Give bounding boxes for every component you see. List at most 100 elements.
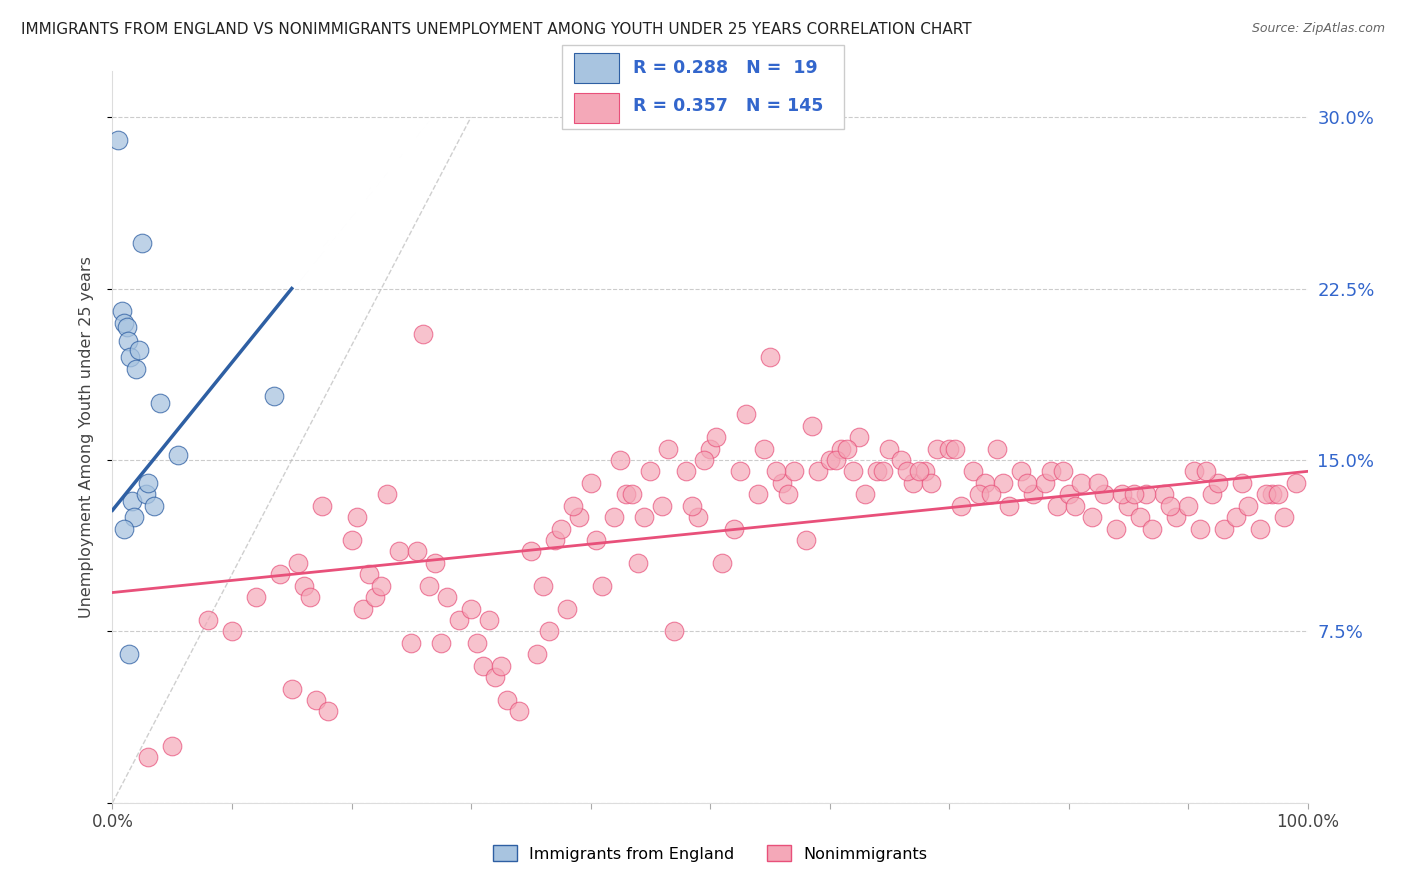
Nonimmigrants xyxy=(585,533,607,547)
Nonimmigrants xyxy=(800,418,823,433)
Nonimmigrants xyxy=(627,556,650,570)
Nonimmigrants xyxy=(837,442,859,456)
Nonimmigrants xyxy=(449,613,471,627)
Nonimmigrants xyxy=(550,521,572,535)
Nonimmigrants xyxy=(531,579,554,593)
Nonimmigrants xyxy=(465,636,488,650)
Nonimmigrants xyxy=(603,510,626,524)
Nonimmigrants xyxy=(568,510,591,524)
Nonimmigrants xyxy=(1111,487,1133,501)
Nonimmigrants xyxy=(269,567,291,582)
Immigrants from England xyxy=(263,389,285,403)
Nonimmigrants xyxy=(752,442,775,456)
Immigrants from England xyxy=(114,521,135,535)
Nonimmigrants xyxy=(794,533,817,547)
Nonimmigrants xyxy=(675,464,697,478)
Nonimmigrants xyxy=(1249,521,1271,535)
Y-axis label: Unemployment Among Youth under 25 years: Unemployment Among Youth under 25 years xyxy=(79,256,94,618)
Nonimmigrants xyxy=(197,613,219,627)
Nonimmigrants xyxy=(555,601,578,615)
Nonimmigrants xyxy=(340,533,363,547)
Nonimmigrants xyxy=(1153,487,1175,501)
Nonimmigrants xyxy=(657,442,679,456)
Nonimmigrants xyxy=(747,487,769,501)
Immigrants from England xyxy=(115,320,138,334)
Nonimmigrants xyxy=(489,658,512,673)
Immigrants from England xyxy=(131,235,153,250)
Nonimmigrants xyxy=(1135,487,1157,501)
Nonimmigrants xyxy=(986,442,1008,456)
Nonimmigrants xyxy=(824,453,846,467)
Nonimmigrants xyxy=(616,487,638,501)
Nonimmigrants xyxy=(401,636,423,650)
Nonimmigrants xyxy=(1094,487,1116,501)
Nonimmigrants xyxy=(1105,521,1128,535)
Nonimmigrants xyxy=(890,453,912,467)
Nonimmigrants xyxy=(1213,521,1236,535)
Nonimmigrants xyxy=(1267,487,1289,501)
Nonimmigrants xyxy=(1166,510,1188,524)
Nonimmigrants xyxy=(1087,475,1109,490)
Nonimmigrants xyxy=(664,624,686,639)
Immigrants from England xyxy=(121,494,143,508)
Nonimmigrants xyxy=(346,510,368,524)
Nonimmigrants xyxy=(162,739,183,753)
Nonimmigrants xyxy=(818,453,841,467)
Nonimmigrants xyxy=(681,499,703,513)
Immigrants from England xyxy=(122,510,145,524)
Nonimmigrants xyxy=(245,590,267,604)
Nonimmigrants xyxy=(418,579,440,593)
Nonimmigrants xyxy=(770,475,793,490)
Immigrants from England xyxy=(125,361,148,376)
Nonimmigrants xyxy=(728,464,751,478)
Nonimmigrants xyxy=(1063,499,1085,513)
Nonimmigrants xyxy=(1033,475,1056,490)
Nonimmigrants xyxy=(711,556,734,570)
Text: IMMIGRANTS FROM ENGLAND VS NONIMMIGRANTS UNEMPLOYMENT AMONG YOUTH UNDER 25 YEARS: IMMIGRANTS FROM ENGLAND VS NONIMMIGRANTS… xyxy=(21,22,972,37)
Nonimmigrants xyxy=(370,579,392,593)
Bar xyxy=(574,54,619,83)
Nonimmigrants xyxy=(1189,521,1212,535)
Nonimmigrants xyxy=(1254,487,1277,501)
Nonimmigrants xyxy=(842,464,865,478)
Text: R = 0.357   N = 145: R = 0.357 N = 145 xyxy=(633,97,823,115)
Nonimmigrants xyxy=(1177,499,1199,513)
Nonimmigrants xyxy=(1201,487,1223,501)
Nonimmigrants xyxy=(621,487,644,501)
Nonimmigrants xyxy=(478,613,501,627)
Nonimmigrants xyxy=(1225,510,1247,524)
Nonimmigrants xyxy=(287,556,309,570)
Nonimmigrants xyxy=(430,636,453,650)
Nonimmigrants xyxy=(974,475,997,490)
Nonimmigrants xyxy=(943,442,966,456)
Nonimmigrants xyxy=(1195,464,1218,478)
Immigrants from England xyxy=(149,396,172,410)
Nonimmigrants xyxy=(298,590,321,604)
Nonimmigrants xyxy=(783,464,806,478)
Nonimmigrants xyxy=(908,464,931,478)
Nonimmigrants xyxy=(436,590,458,604)
Nonimmigrants xyxy=(281,681,304,696)
Immigrants from England xyxy=(167,448,190,462)
Nonimmigrants xyxy=(1182,464,1205,478)
Nonimmigrants xyxy=(472,658,495,673)
Nonimmigrants xyxy=(311,499,333,513)
Immigrants from England xyxy=(118,647,141,661)
Nonimmigrants xyxy=(138,750,160,764)
Nonimmigrants xyxy=(1261,487,1284,501)
Nonimmigrants xyxy=(967,487,990,501)
Nonimmigrants xyxy=(496,693,519,707)
Nonimmigrants xyxy=(927,442,949,456)
Nonimmigrants xyxy=(412,327,434,342)
Nonimmigrants xyxy=(1285,475,1308,490)
Nonimmigrants xyxy=(292,579,315,593)
Nonimmigrants xyxy=(484,670,506,684)
Nonimmigrants xyxy=(353,601,375,615)
Nonimmigrants xyxy=(848,430,870,444)
Text: Source: ZipAtlas.com: Source: ZipAtlas.com xyxy=(1251,22,1385,36)
Nonimmigrants xyxy=(962,464,984,478)
Nonimmigrants xyxy=(1206,475,1229,490)
Nonimmigrants xyxy=(406,544,429,558)
Nonimmigrants xyxy=(460,601,482,615)
Nonimmigrants xyxy=(866,464,889,478)
